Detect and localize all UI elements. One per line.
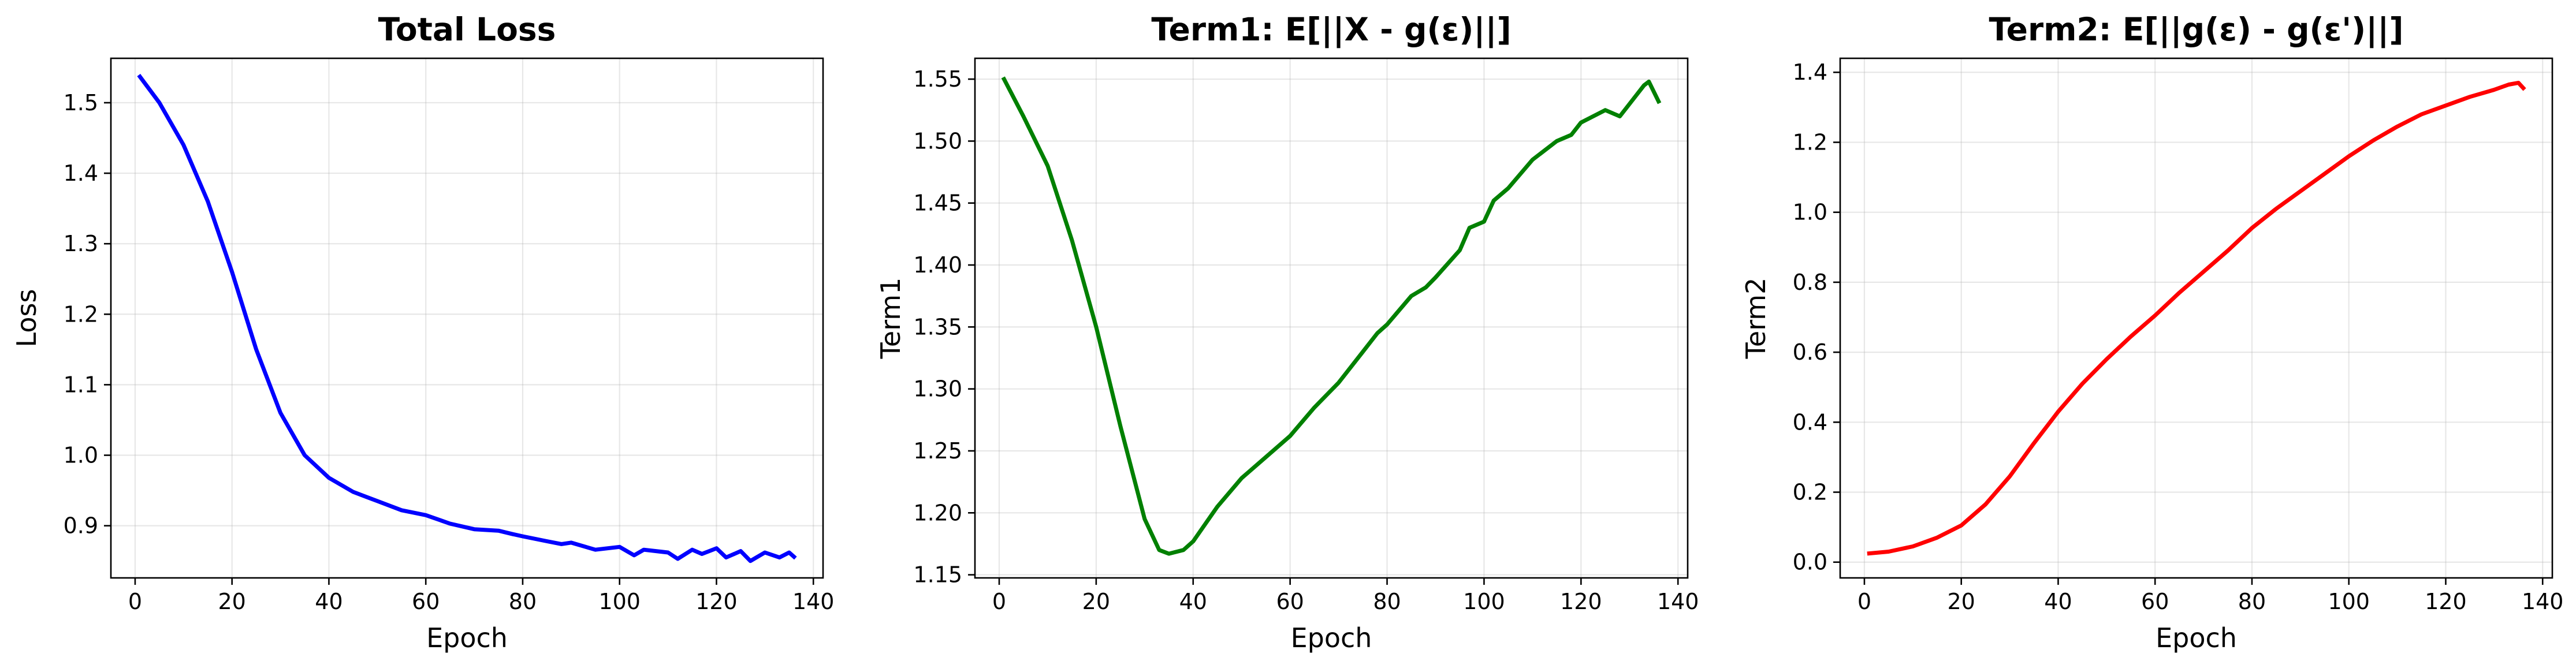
series-line — [1001, 76, 1662, 556]
y-tick-label: 1.4 — [1793, 59, 1827, 85]
y-axis-label: Term2 — [1740, 278, 1771, 360]
x-tick-label: 20 — [1948, 589, 1975, 614]
y-tick-label: 1.30 — [913, 376, 962, 402]
y-tick-label: 0.8 — [1793, 270, 1827, 295]
x-tick-label: 60 — [412, 589, 440, 614]
y-tick-label: 0.4 — [1793, 409, 1827, 435]
series-line — [1867, 80, 2526, 556]
series-line — [137, 73, 797, 563]
x-tick-label: 120 — [695, 589, 738, 614]
x-tick-label: 40 — [1179, 589, 1207, 614]
y-tick-label: 1.1 — [64, 372, 98, 397]
y-tick-label: 1.0 — [1793, 200, 1827, 225]
x-tick-label: 100 — [1463, 589, 1505, 614]
x-axis-label: Epoch — [2156, 622, 2237, 654]
x-axis-label: Epoch — [426, 622, 508, 654]
x-tick-label: 20 — [1082, 589, 1110, 614]
x-tick-label: 0 — [992, 589, 1006, 614]
y-tick-label: 1.40 — [913, 252, 962, 278]
y-tick-label: 1.0 — [64, 443, 98, 468]
y-tick-label: 1.20 — [913, 500, 962, 525]
y-tick-label: 1.2 — [64, 301, 98, 327]
y-tick-label: 1.4 — [64, 160, 98, 186]
chart-title: Term1: E[||X - g(ε)||] — [1151, 11, 1511, 48]
chart-panel-3: 0 20 40 60 80 100 120 140 0.0 0.2 0.4 0.6 0.8 1.0 1.2 1… — [1740, 11, 2563, 654]
x-axis-label: Epoch — [1291, 622, 1372, 654]
y-tick-label: 0.6 — [1793, 339, 1827, 365]
y-tick-label: 1.25 — [913, 438, 962, 464]
x-tick-label: 80 — [2238, 589, 2266, 614]
chart-panel-1: 0 20 40 60 80 100 120 140 0.9 1.0 1.1 1.2 1.3 1.4 1.5 T… — [11, 11, 834, 654]
y-tick-label: 1.15 — [913, 562, 962, 588]
y-tick-label: 1.5 — [64, 90, 98, 115]
x-tick-label: 60 — [2141, 589, 2169, 614]
x-tick-label: 40 — [315, 589, 343, 614]
x-tick-label: 0 — [1857, 589, 1871, 614]
chart-title: Total Loss — [378, 11, 556, 48]
y-tick-label: 0.9 — [64, 513, 98, 539]
x-tick-label: 120 — [2425, 589, 2467, 614]
y-tick-label: 1.35 — [913, 314, 962, 339]
x-tick-label: 120 — [1560, 589, 1602, 614]
x-tick-label: 40 — [2044, 589, 2072, 614]
y-tick-label: 1.50 — [913, 128, 962, 154]
plot-frame — [974, 57, 1689, 579]
y-tick-label: 1.55 — [913, 66, 962, 92]
y-axis-label: Term1 — [875, 278, 906, 360]
x-tick-label: 20 — [218, 589, 246, 614]
chart-panel-2: 0 20 40 60 80 100 120 140 1.15 1.20 1.25 1.30 1.35 1.… — [875, 11, 1699, 654]
y-tick-label: 1.45 — [913, 191, 962, 216]
x-tick-label: 80 — [509, 589, 537, 614]
plot-frame — [110, 57, 824, 579]
x-tick-label: 60 — [1276, 589, 1304, 614]
y-tick-label: 1.2 — [1793, 129, 1827, 155]
x-tick-label: 140 — [1657, 589, 1699, 614]
plot-frame — [1839, 57, 2553, 579]
chart-title: Term2: E[||g(ε) - g(ε')||] — [1989, 11, 2403, 48]
x-tick-label: 100 — [598, 589, 641, 614]
y-tick-label: 0.0 — [1793, 550, 1827, 575]
y-tick-label: 0.2 — [1793, 480, 1827, 505]
y-axis-label: Loss — [11, 289, 42, 348]
x-tick-label: 0 — [128, 589, 142, 614]
x-tick-label: 100 — [2328, 589, 2370, 614]
x-tick-label: 80 — [1373, 589, 1401, 614]
y-tick-label: 1.3 — [64, 231, 98, 256]
x-tick-label: 140 — [792, 589, 835, 614]
x-tick-label: 140 — [2522, 589, 2564, 614]
